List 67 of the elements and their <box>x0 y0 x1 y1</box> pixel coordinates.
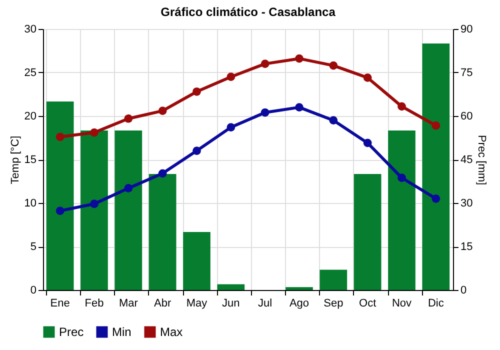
x-tick-label: Oct <box>359 298 376 310</box>
y2-tick-label: 75 <box>460 67 473 79</box>
point <box>90 200 98 208</box>
bar <box>320 270 348 290</box>
point <box>295 103 304 112</box>
point <box>158 106 167 115</box>
point <box>192 146 201 155</box>
bar <box>422 44 450 290</box>
point <box>226 72 236 82</box>
point <box>432 121 440 130</box>
bar <box>354 174 382 290</box>
bar <box>114 130 142 290</box>
chart-title: Gráfico climático - Casablanca <box>160 5 336 19</box>
x-tick-label: Jul <box>258 298 272 310</box>
x-tick-label: Sep <box>324 298 344 310</box>
point <box>329 61 338 70</box>
y-tick-label: 0 <box>30 284 36 296</box>
bar <box>80 130 108 290</box>
point <box>226 123 236 132</box>
legend-label: Max <box>160 325 183 339</box>
y-tick-label: 10 <box>24 198 36 210</box>
y-tick-label: 25 <box>24 67 36 79</box>
point <box>192 87 201 96</box>
point <box>56 132 64 142</box>
bar <box>388 130 416 290</box>
y2-tick-label: 15 <box>460 241 473 253</box>
bar <box>286 287 313 290</box>
bar <box>46 102 74 290</box>
y-tick-label: 15 <box>24 154 36 166</box>
y-tick-label: 30 <box>24 24 36 36</box>
point <box>260 108 270 117</box>
y2-axis-title: Prec [mm] <box>476 134 488 186</box>
point <box>158 169 167 178</box>
y2-tick-label: 0 <box>460 284 467 296</box>
bar <box>183 232 210 290</box>
y-axis-title: Temp [°C] <box>9 136 22 184</box>
point <box>363 74 372 82</box>
x-tick-label: Nov <box>392 298 412 310</box>
y-tick-label: 5 <box>30 241 36 253</box>
x-tick-label: Ago <box>289 298 310 310</box>
point <box>56 206 64 216</box>
x-tick-label: Ene <box>50 298 70 310</box>
point <box>398 102 406 111</box>
bar <box>148 174 176 290</box>
y2-tick-label: 60 <box>460 110 473 122</box>
y2-tick-label: 45 <box>460 154 473 166</box>
point <box>363 138 372 148</box>
point <box>124 114 133 123</box>
point <box>260 60 270 68</box>
y2-tick-label: 90 <box>460 24 473 36</box>
point <box>398 174 406 182</box>
bar <box>217 284 245 290</box>
legend-label: Min <box>112 325 132 339</box>
x-tick-label: May <box>186 298 208 310</box>
legend-label: Prec <box>59 325 84 339</box>
x-tick-label: Abr <box>154 298 172 310</box>
x-tick-label: Dic <box>428 298 444 310</box>
y2-tick-label: 30 <box>460 198 473 210</box>
x-tick-label: Feb <box>84 298 104 310</box>
x-tick-label: Jun <box>222 298 240 310</box>
point <box>295 54 304 63</box>
point <box>124 184 133 192</box>
point <box>432 194 440 203</box>
point <box>90 128 98 137</box>
point <box>329 116 338 125</box>
y-tick-label: 20 <box>24 110 36 122</box>
x-tick-label: Mar <box>118 298 138 310</box>
